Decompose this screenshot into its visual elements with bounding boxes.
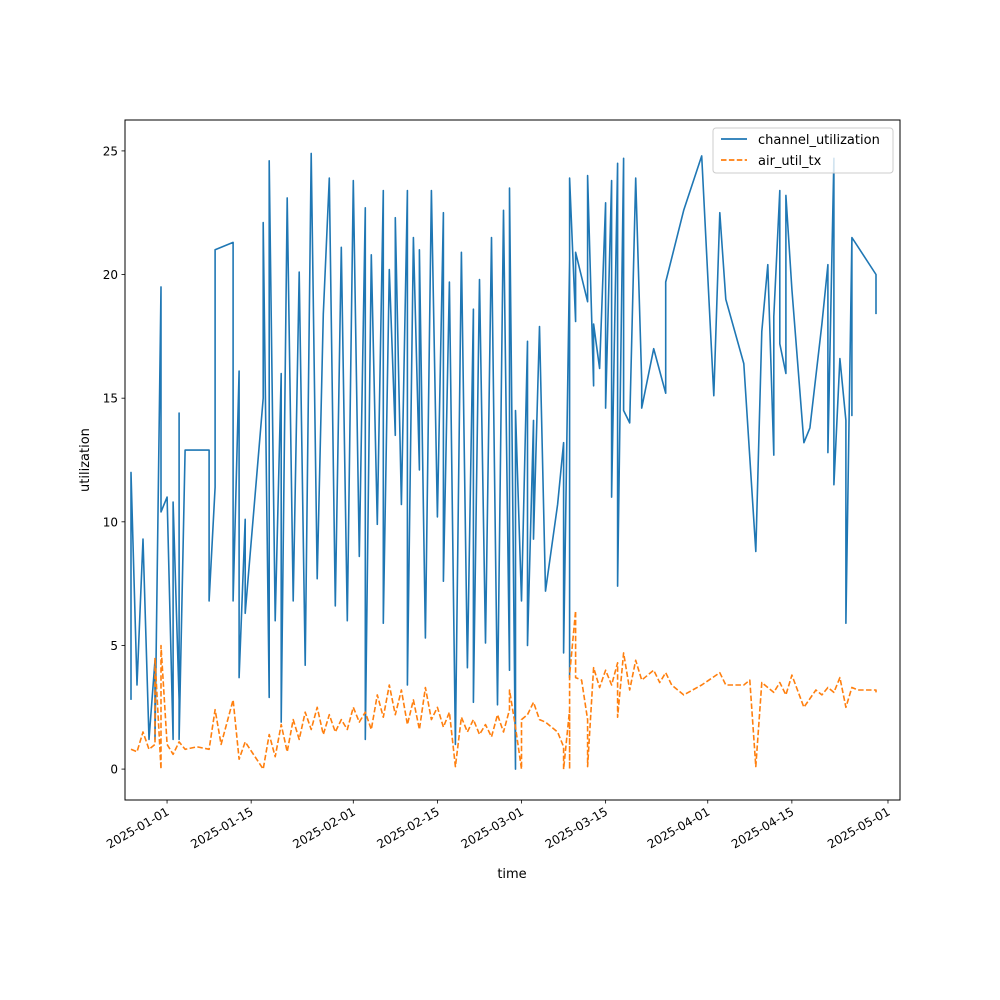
y-tick-label: 25 bbox=[103, 144, 118, 158]
legend-label-air-util-tx: air_util_tx bbox=[758, 154, 822, 169]
plot-area-frame bbox=[124, 119, 901, 801]
x-axis-label: time bbox=[497, 867, 526, 882]
series-line-air-util-tx bbox=[130, 609, 877, 770]
y-tick-label: 10 bbox=[103, 515, 118, 529]
series-line-channel-utilization bbox=[130, 152, 877, 770]
y-axis: 0 5 10 15 20 25 bbox=[103, 144, 125, 777]
legend-frame bbox=[712, 127, 894, 174]
y-tick-label: 20 bbox=[103, 268, 118, 282]
y-tick-label: 15 bbox=[103, 392, 118, 406]
series-layer bbox=[130, 152, 877, 770]
legend: channel_utilization air_util_tx bbox=[712, 127, 894, 174]
y-axis-label: utilization bbox=[78, 428, 93, 492]
legend-label-channel-utilization: channel_utilization bbox=[758, 133, 880, 148]
y-tick-label: 0 bbox=[110, 763, 118, 777]
y-tick-label: 5 bbox=[110, 639, 118, 653]
